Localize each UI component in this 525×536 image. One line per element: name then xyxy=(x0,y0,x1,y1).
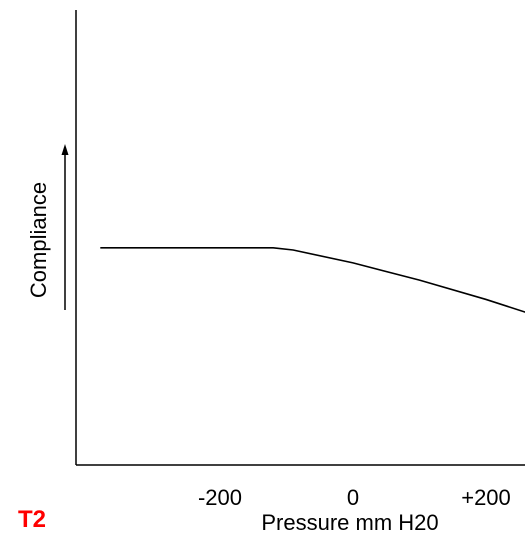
x-tick-label: -200 xyxy=(198,485,242,510)
x-axis-label: Pressure mm H20 xyxy=(261,510,438,535)
x-tick-labels: -200 0 +200 xyxy=(198,485,511,510)
series-group xyxy=(100,247,525,313)
y-axis-label: Compliance xyxy=(26,182,51,298)
panel-label: T2 xyxy=(18,506,46,533)
series-line xyxy=(100,247,525,313)
y-arrow xyxy=(61,144,69,310)
x-tick-label: +200 xyxy=(461,485,511,510)
x-tick-label: 0 xyxy=(347,485,359,510)
